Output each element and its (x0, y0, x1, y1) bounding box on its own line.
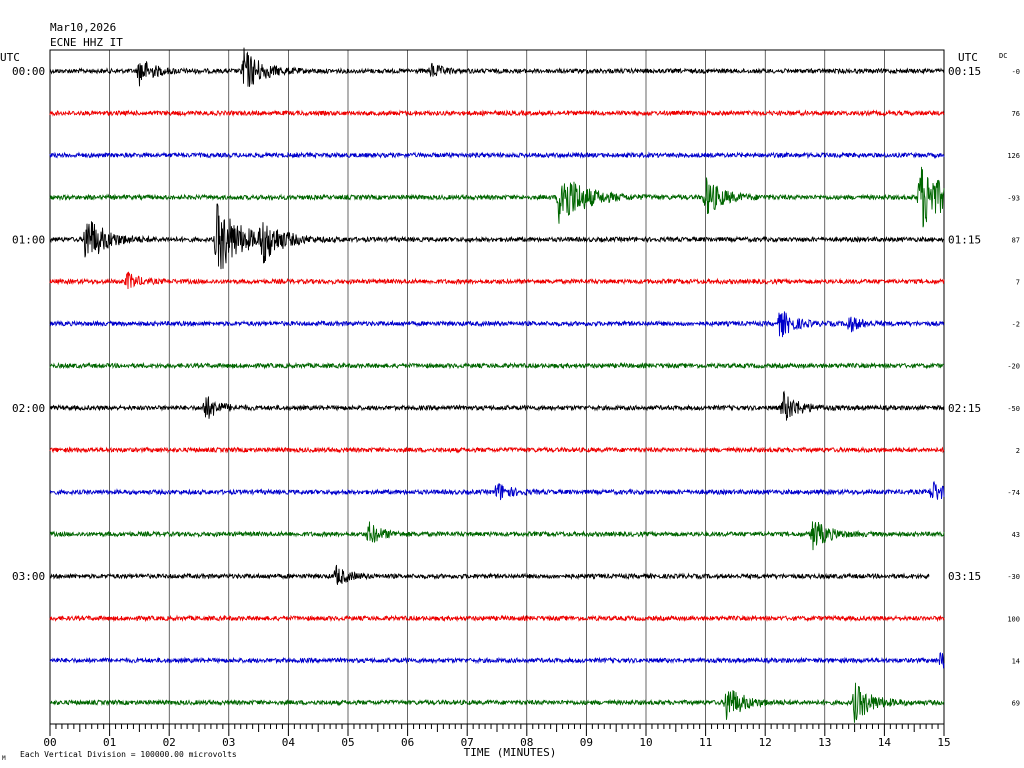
hour-labels: 00:00 00:15 01:00 01:15 02:00 02:15 03:00 03:15 (12, 65, 981, 583)
x-tick-label: 15 (937, 736, 950, 749)
x-tick-label: 04 (282, 736, 296, 749)
utc-left-label: UTC (0, 51, 20, 64)
x-tick-label: 13 (818, 736, 831, 749)
dc-offset-labels: -0 76 126 -93 87 7 -2 -20 -50 2 -74 43 -30 100 14 69 (1007, 68, 1020, 708)
dc-label: DC (999, 52, 1007, 60)
x-tick-label: 05 (341, 736, 354, 749)
dc-offset-label: 76 (1012, 110, 1020, 118)
trace-line (49, 564, 930, 585)
dc-offset-label: -30 (1007, 573, 1020, 581)
trace-line (49, 521, 945, 551)
footer-mark: M (2, 755, 6, 762)
x-tick-label: 01 (103, 736, 116, 749)
minute-gridlines (109, 50, 885, 724)
dc-offset-label: 14 (1012, 657, 1020, 665)
trace-line (49, 480, 945, 501)
dc-offset-label: 69 (1012, 700, 1020, 708)
dc-offset-label: 2 (1016, 447, 1020, 455)
dc-offset-label: 43 (1012, 531, 1020, 539)
dc-offset-label: 87 (1012, 236, 1020, 244)
plot-frame (49, 49, 945, 725)
trace-line (49, 446, 945, 454)
x-tick-label: 06 (401, 736, 414, 749)
hour-label-left: 02:00 (12, 402, 45, 415)
trace-line (49, 203, 945, 270)
trace-lines (49, 47, 945, 723)
dc-offset-label: -2 (1012, 321, 1020, 329)
trace-line (49, 47, 945, 87)
x-axis: 00 01 02 03 04 05 06 07 08 09 10 11 12 13 14 15 (43, 724, 951, 749)
dc-offset-label: 7 (1016, 279, 1020, 287)
trace-line (49, 390, 945, 421)
trace-line (49, 682, 945, 723)
station-label: ECNE HHZ IT (50, 36, 123, 49)
trace-line (49, 614, 945, 623)
hour-label-right: 02:15 (948, 402, 981, 415)
hour-label-right: 01:15 (948, 233, 981, 246)
dc-offset-label: -74 (1007, 489, 1020, 497)
x-tick-label: 12 (759, 736, 772, 749)
x-tick-label: 07 (461, 736, 474, 749)
dc-offset-label: -93 (1007, 194, 1020, 202)
hour-label-left: 01:00 (12, 233, 45, 246)
date-label: Mar10,2026 (50, 21, 116, 34)
trace-line (49, 166, 945, 228)
x-tick-label: 00 (43, 736, 56, 749)
x-axis-title: TIME (MINUTES) (464, 746, 557, 759)
x-tick-label: 09 (580, 736, 593, 749)
trace-line (49, 151, 945, 160)
x-tick-label: 14 (878, 736, 892, 749)
dc-offset-label: -50 (1007, 405, 1020, 413)
x-tick-label: 10 (639, 736, 652, 749)
hour-label-right: 03:15 (948, 570, 981, 583)
trace-line (49, 109, 945, 117)
dc-offset-label: 100 (1007, 615, 1020, 623)
x-tick-label: 11 (699, 736, 712, 749)
trace-line (49, 271, 945, 290)
footer-scale-note: Each Vertical Division = 100000.00 micro… (20, 750, 237, 759)
dc-offset-label: 126 (1007, 152, 1020, 160)
x-tick-label: 02 (163, 736, 176, 749)
x-tick-label: 08 (520, 736, 533, 749)
hour-label-left: 03:00 (12, 570, 45, 583)
trace-line (49, 311, 945, 338)
trace-line (49, 361, 945, 370)
utc-right-label: UTC (958, 51, 978, 64)
dc-offset-label: -0 (1012, 68, 1020, 76)
hour-label-left: 00:00 (12, 65, 45, 78)
x-tick-label: 03 (222, 736, 235, 749)
hour-label-right: 00:15 (948, 65, 981, 78)
dc-offset-label: -20 (1007, 363, 1020, 371)
trace-line (49, 652, 945, 669)
